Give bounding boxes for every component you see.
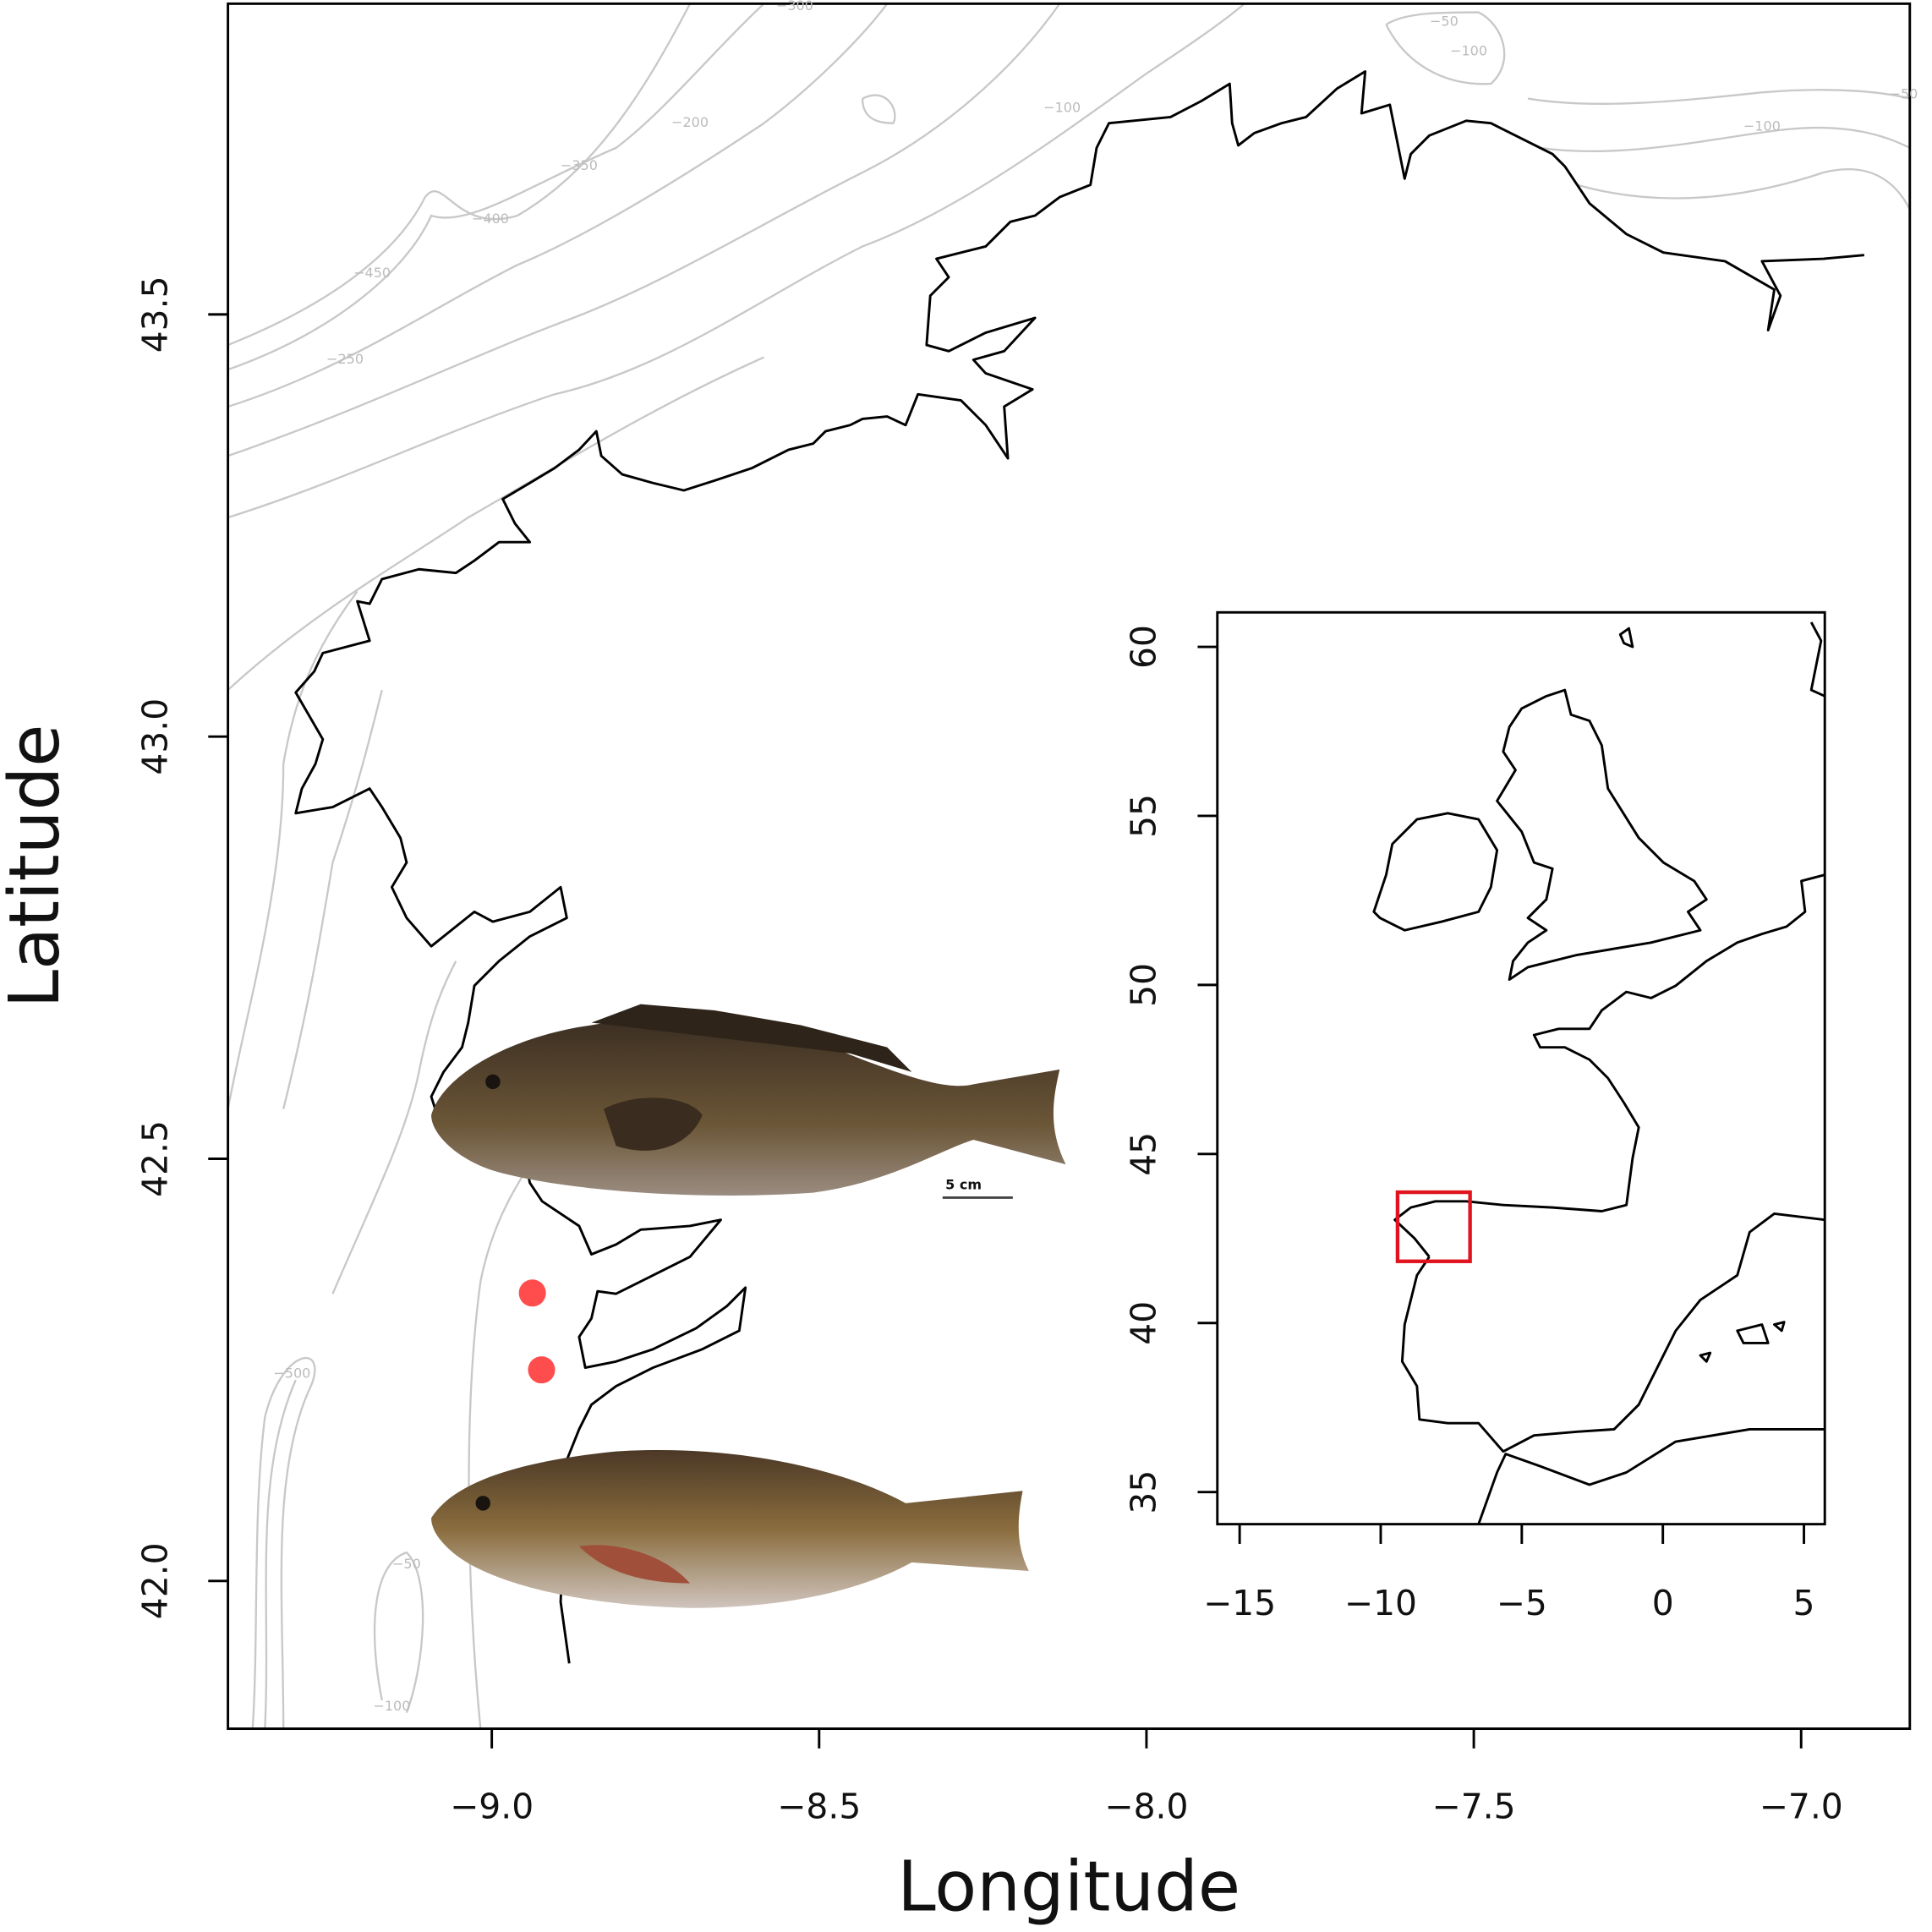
- contour-label: −250: [326, 351, 364, 367]
- contour-label: −500: [273, 1365, 310, 1381]
- y-tick-label: 42.5: [135, 1120, 176, 1197]
- plot-frame: [227, 2, 1912, 1731]
- contour-label: −100: [1043, 100, 1081, 116]
- x-tick-label: −5: [1497, 1583, 1547, 1623]
- x-tick-label: −9.0: [450, 1786, 534, 1826]
- y-tick-label: 35: [1123, 1470, 1163, 1514]
- x-axis-title: Longitude: [897, 1847, 1240, 1927]
- contour-label: −50: [392, 1556, 421, 1572]
- inset-coastlines: [1372, 621, 1825, 1524]
- contour-label: −100: [1743, 118, 1781, 134]
- y-tick-label: 43.0: [135, 698, 176, 775]
- x-tick-label: −8.5: [777, 1786, 861, 1826]
- study-area-box: [1395, 1190, 1472, 1263]
- sample-point: [518, 1279, 546, 1307]
- y-tick-label: 50: [1123, 963, 1163, 1007]
- contour-label: −400: [472, 211, 509, 227]
- contour-label: −100: [373, 1698, 410, 1714]
- inset-background: [1217, 612, 1825, 1524]
- x-tick-label: −8.0: [1104, 1786, 1188, 1826]
- contour-label: −300: [776, 0, 813, 14]
- x-tick-label: −7.0: [1760, 1786, 1843, 1826]
- contour-label: −50: [1430, 14, 1459, 30]
- y-tick-label: 40: [1123, 1301, 1163, 1345]
- y-tick-label: 55: [1123, 794, 1163, 838]
- coastline: [294, 70, 1864, 1664]
- fish-photo-2: [431, 1449, 1029, 1608]
- y-tick-label: 42.0: [135, 1542, 176, 1619]
- x-tick-label: −7.5: [1432, 1786, 1516, 1826]
- x-tick-label: −10: [1344, 1583, 1417, 1623]
- contour-label: −350: [561, 157, 598, 173]
- x-tick-label: 0: [1652, 1583, 1674, 1623]
- scale-bar-label: 5 cm: [945, 1176, 982, 1192]
- y-tick-label: 60: [1123, 625, 1163, 669]
- sample-point: [528, 1356, 556, 1384]
- x-tick-label: −15: [1203, 1583, 1276, 1623]
- contour-label: −200: [671, 114, 709, 130]
- y-tick-label: 45: [1123, 1132, 1163, 1176]
- y-axis-title: Latitude: [0, 725, 75, 1009]
- x-tick-label: 5: [1793, 1583, 1815, 1623]
- y-tick-label: 43.5: [135, 276, 176, 353]
- contour-label: −100: [1450, 43, 1487, 59]
- bathymetry: [227, 3, 1910, 1729]
- contour-label: −50: [1890, 86, 1918, 102]
- contour-label: −450: [353, 265, 391, 281]
- fish-photo-1: [431, 1004, 1066, 1196]
